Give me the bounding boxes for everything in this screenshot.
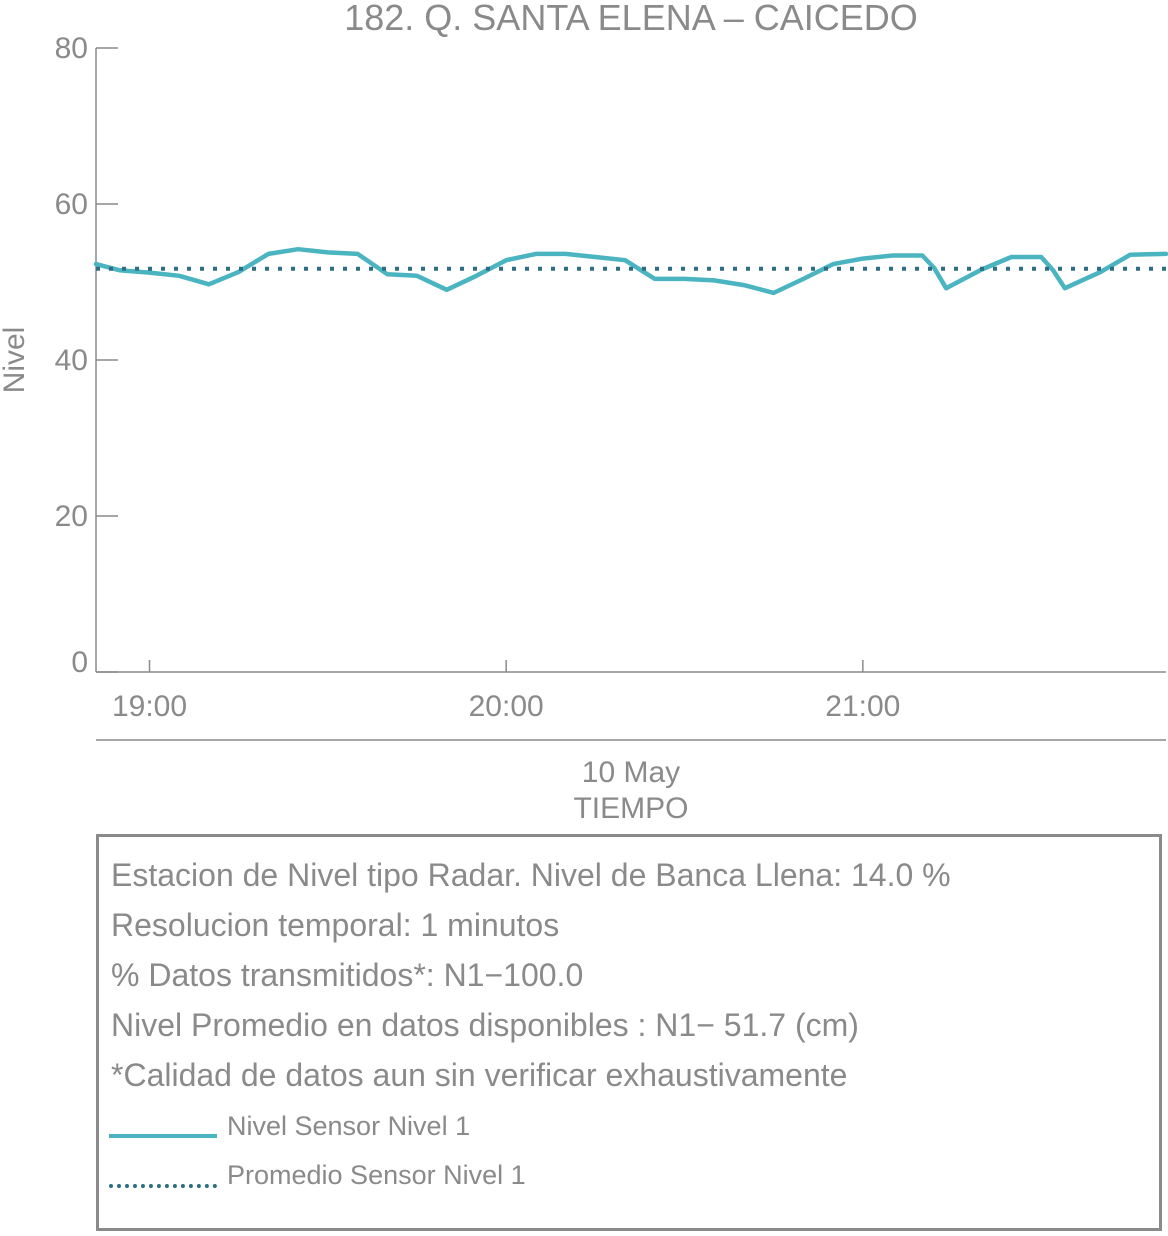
info-resolution: Resolucion temporal: 1 minutos	[111, 907, 560, 943]
legend-swatch-average	[109, 1184, 217, 1188]
x-axis: 19:00 20:00 21:00	[96, 660, 1166, 723]
y-tick-label: 0	[71, 646, 88, 679]
series-layer	[93, 246, 1168, 296]
y-tick-label: 60	[55, 188, 88, 221]
y-tick-label: 40	[55, 344, 88, 377]
y-axis-label: Nivel	[0, 327, 31, 394]
info-box: Estacion de Nivel tipo Radar. Nivel de B…	[96, 834, 1162, 1231]
y-tick-label: 20	[55, 500, 88, 533]
y-axis: 0 20 40 60 80	[55, 32, 118, 679]
x-tick-label: 19:00	[112, 690, 187, 723]
legend-swatch-level	[109, 1134, 217, 1138]
date-label: 10 May	[582, 756, 680, 789]
info-quality-note: *Calidad de datos aun sin verificar exha…	[111, 1057, 848, 1093]
info-station-type: Estacion de Nivel tipo Radar. Nivel de B…	[111, 857, 951, 893]
legend-label-average: Promedio Sensor Nivel 1	[227, 1160, 526, 1190]
chart-title: 182. Q. SANTA ELENA – CAICEDO	[344, 0, 918, 38]
x-axis-label: TIEMPO	[573, 792, 688, 825]
series-level-raw-line	[95, 248, 1167, 294]
y-tick-label: 80	[55, 32, 88, 65]
series-level-line	[93, 246, 1168, 296]
info-average: Nivel Promedio en datos disponibles : N1…	[111, 1007, 859, 1043]
info-transmitted: % Datos transmitidos*: N1−100.0	[111, 957, 584, 993]
level-chart: 182. Q. SANTA ELENA – CAICEDO Nivel 0 20 4…	[0, 0, 1168, 825]
x-tick-label: 20:00	[469, 690, 544, 723]
x-tick-label: 21:00	[825, 690, 900, 723]
legend-label-level: Nivel Sensor Nivel 1	[227, 1111, 471, 1141]
